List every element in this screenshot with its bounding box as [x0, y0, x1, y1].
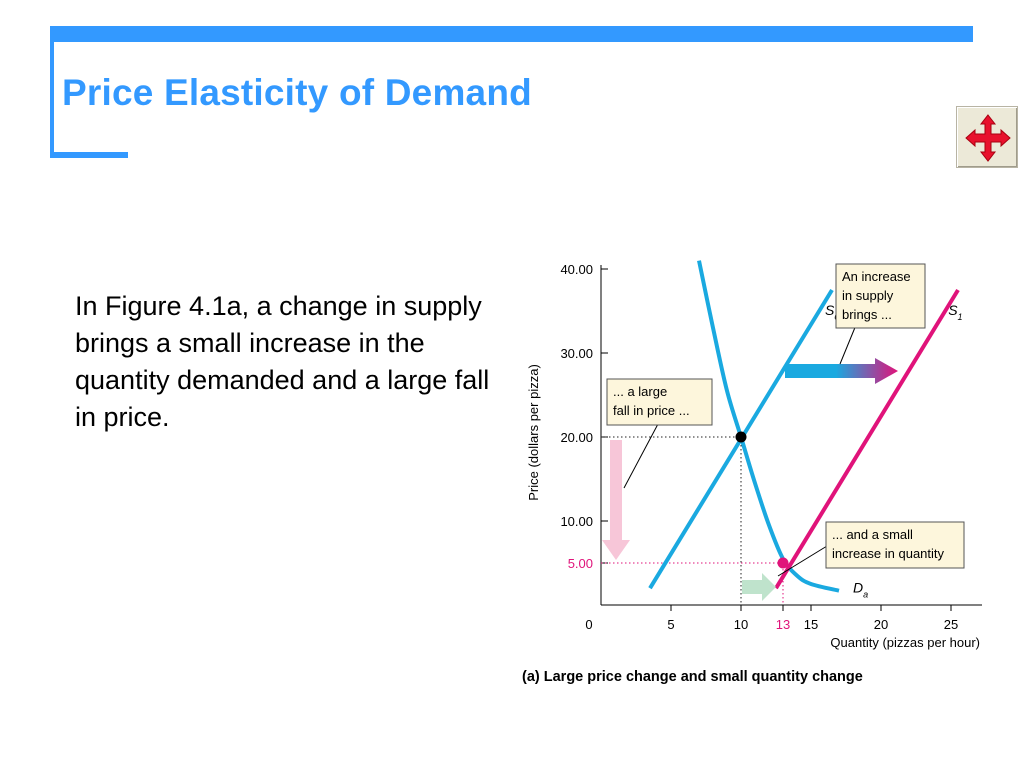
x-tick-label: 5: [667, 617, 674, 632]
callout-small-quantity-increase-text: increase in quantity: [832, 546, 945, 561]
chart-caption: (a) Large price change and small quantit…: [522, 669, 863, 685]
callout-pointer-price: [623, 423, 659, 489]
y-tick-label: 10.00: [560, 514, 593, 529]
title-bar-bottom-rule: [50, 152, 128, 158]
x-axis-label: Quantity (pizzas per hour): [830, 635, 980, 650]
y-tick-label: 30.00: [560, 346, 593, 361]
callout-small-quantity-increase-text: ... and a small: [832, 527, 913, 542]
equilibrium-point-new: [777, 557, 789, 569]
x-tick-label: 15: [804, 617, 818, 632]
supply-demand-chart: 0 5 10 13 15 20 25 10.00 20.00 30.00 40.00 5.00 Quan…: [526, 260, 982, 650]
callout-supply-increase-box: [835, 263, 926, 329]
x-tick-label: 13: [776, 617, 790, 632]
quantity-increase-arrow: [742, 573, 776, 601]
x-tick-label: 25: [944, 617, 958, 632]
callout-supply-increase-text: An increase: [842, 269, 911, 284]
title-bar-top-rule: [50, 26, 973, 42]
body-paragraph: In Figure 4.1a, a change in supply bring…: [75, 291, 490, 432]
slide-title: Price Elasticity of Demand: [62, 72, 532, 113]
callout-pointer-supply: [839, 324, 857, 365]
callout-supply-increase-text: in supply: [842, 288, 894, 303]
price-fall-arrow: [602, 440, 630, 560]
y-tick-label: 5.00: [568, 556, 593, 571]
equilibrium-guide-new: [601, 562, 784, 605]
y-axis-label: Price (dollars per pizza): [526, 364, 541, 501]
x-tick-label: 10: [734, 617, 748, 632]
supply-shift-arrow: [785, 358, 898, 384]
equilibrium-point-initial: [735, 431, 747, 443]
callout-large-price-fall-box: [606, 378, 713, 426]
y-tick-label: 40.00: [560, 262, 593, 277]
callout-large-price-fall-text: ... a large: [613, 384, 667, 399]
series-label-s1: S1: [948, 302, 962, 322]
callout-supply-increase-text: brings ...: [842, 307, 892, 322]
series-line-s1: [774, 288, 960, 590]
callout-small-quantity-increase-box: [825, 521, 965, 569]
series-line-da: [697, 260, 840, 593]
callout-large-price-fall-text: fall in price ...: [613, 403, 690, 418]
y-tick-label: 20.00: [560, 430, 593, 445]
x-tick-label: 20: [874, 617, 888, 632]
series-label-da: Da: [853, 579, 868, 599]
four-way-arrow-icon: [965, 114, 1011, 162]
title-bar-left-rule: [50, 26, 54, 158]
navigation-button[interactable]: [956, 106, 1018, 168]
callout-pointer-quantity: [777, 545, 828, 577]
x-tick-label: 0: [585, 617, 592, 632]
